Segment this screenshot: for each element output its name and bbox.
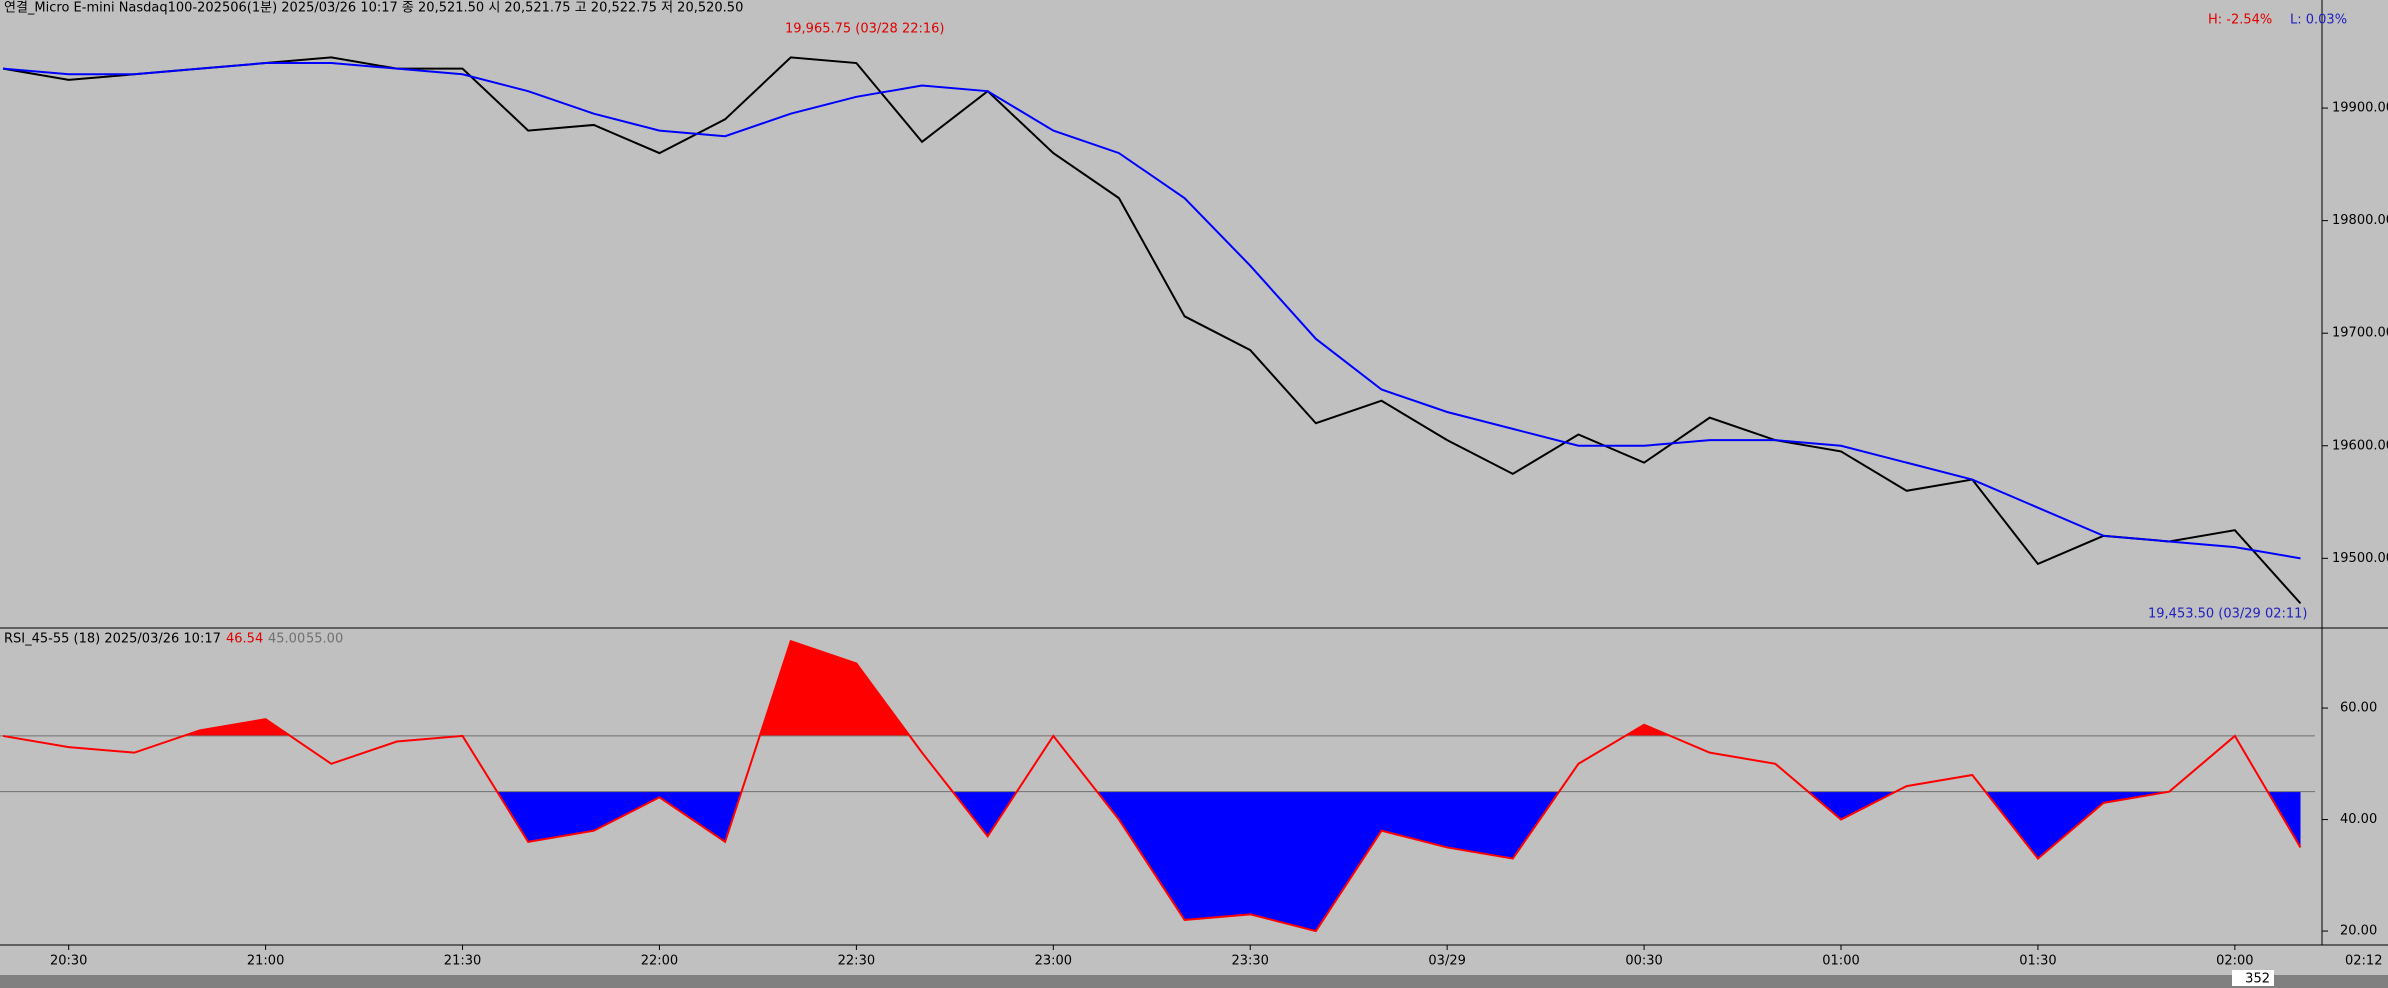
x-tick-label: 02:00 (2216, 954, 2253, 969)
chart-header: 연결_Micro E-mini Nasdaq100-202506(1분) 202… (4, 1, 743, 16)
y-tick-label: 19500.00 (2332, 551, 2388, 566)
x-tick-label: 01:30 (2019, 954, 2056, 969)
y-tick-label: 19900.00 (2332, 101, 2388, 116)
scrollbar[interactable] (0, 975, 2388, 988)
x-tick-label: 23:30 (1231, 954, 1268, 969)
x-tick-label: 03/29 (1428, 954, 1465, 969)
y-tick-label: 40.00 (2340, 812, 2377, 827)
clock: 02:12 (2345, 954, 2382, 969)
x-tick-label: 22:00 (641, 954, 678, 969)
price-line (2, 62, 2301, 560)
rsi-upper-fill (3, 641, 2301, 736)
rsi-level-label: 45.00 (268, 632, 305, 647)
rsi-lower-fill (497, 791, 2301, 932)
x-tick-label: 23:00 (1035, 954, 1072, 969)
low-annotation: 19,453.50 (03/29 02:11) (2148, 607, 2308, 622)
bar-count[interactable]: 352 (2245, 972, 2270, 987)
x-tick-label: 01:00 (1822, 954, 1859, 969)
bar-count-box[interactable] (2232, 970, 2274, 986)
x-tick-label: 21:30 (444, 954, 481, 969)
y-tick-label: 19600.00 (2332, 438, 2388, 453)
y-tick-label: 19700.00 (2332, 326, 2388, 341)
high-annotation: 19,965.75 (03/28 22:16) (785, 22, 945, 37)
y-tick-label: 20.00 (2340, 924, 2377, 939)
rsi-line (2, 639, 2302, 933)
x-tick-label: 20:30 (50, 954, 87, 969)
x-tick-label: 00:30 (1625, 954, 1662, 969)
x-tick-label: 21:00 (247, 954, 284, 969)
y-tick-label: 19800.00 (2332, 213, 2388, 228)
rsi-title: RSI_45-55 (18) 2025/03/26 10:17 (4, 632, 221, 647)
low-pct: L: 0.03% (2290, 13, 2347, 28)
rsi-level-label: 55.00 (306, 632, 343, 647)
x-tick-label: 22:30 (838, 954, 875, 969)
y-tick-label: 60.00 (2340, 701, 2377, 716)
rsi-last-value: 46.54 (226, 632, 263, 647)
high-pct: H: -2.54% (2208, 13, 2272, 28)
